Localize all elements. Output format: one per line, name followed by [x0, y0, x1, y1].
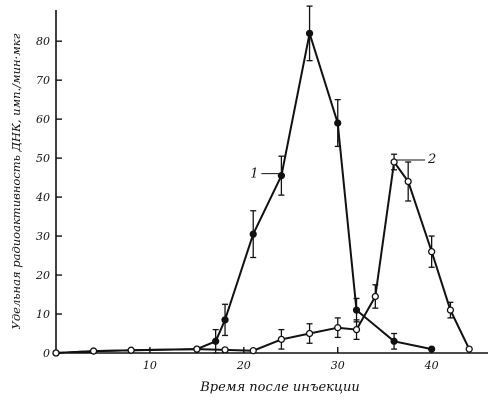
y-tick-label-zero: 0	[43, 347, 50, 360]
data-point	[277, 335, 286, 344]
y-tick-label: 80	[36, 35, 50, 48]
y-tick-label: 30	[36, 230, 50, 243]
y-tick-label: 10	[36, 308, 50, 321]
data-point	[221, 346, 229, 354]
data-point	[221, 316, 229, 324]
data-point	[52, 349, 60, 357]
x-tick-label: 40	[424, 359, 439, 372]
x-tick-label: 20	[236, 359, 251, 372]
data-point	[446, 306, 455, 314]
data-point	[305, 29, 314, 38]
curve-label-1: 1	[250, 167, 258, 182]
data-point	[127, 346, 135, 354]
series-layer	[52, 5, 473, 357]
y-axis-title: Удельная радиоактивность ДНК, имп./мин·м…	[9, 33, 23, 329]
data-point	[212, 337, 220, 345]
data-point	[334, 324, 342, 332]
series-line-2	[55, 159, 471, 354]
x-tick-label: 30	[331, 359, 345, 372]
data-point	[428, 248, 436, 256]
data-point	[305, 329, 314, 338]
y-tick-label: 40	[35, 191, 50, 204]
y-tick-label: 70	[36, 74, 50, 87]
y-tick-label: 20	[35, 269, 50, 282]
data-point	[390, 158, 398, 166]
chart-axes	[55, 10, 488, 354]
data-point	[352, 325, 361, 334]
x-tick-label: 10	[143, 359, 157, 372]
curve-label-2: 2	[427, 152, 436, 167]
data-point	[249, 347, 257, 355]
y-tick-label: 50	[36, 152, 50, 165]
data-point	[465, 345, 473, 353]
data-point	[277, 172, 286, 180]
axis-ticks: 10 20 30 40 10 20 30 40 50 60 70 80 0	[35, 35, 439, 372]
y-tick-label: 60	[36, 113, 50, 126]
data-point	[404, 177, 412, 186]
data-point	[249, 230, 257, 238]
data-point	[352, 306, 361, 314]
data-point	[390, 337, 398, 345]
data-point	[89, 347, 98, 355]
data-point	[334, 119, 342, 127]
data-point	[428, 345, 436, 353]
data-point	[371, 292, 379, 301]
curve-labels: 12	[250, 152, 436, 182]
series-2	[52, 153, 473, 357]
series-1	[52, 5, 436, 357]
data-point	[193, 345, 201, 353]
x-axis-title: Время после инъекции	[199, 380, 360, 395]
